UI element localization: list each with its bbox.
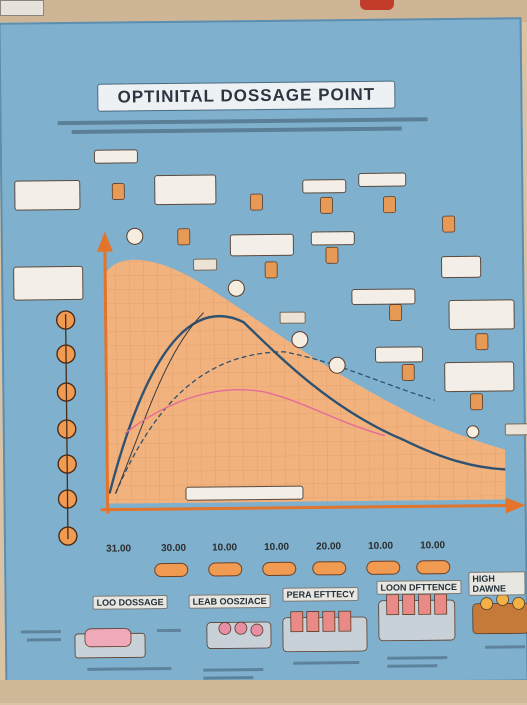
x-tick-label: 20.00 [315,541,342,553]
label-box [374,346,424,363]
category-label: LEAB OOSZIACE [188,593,271,609]
y-axis-arrow [96,231,113,252]
label-box [351,288,416,306]
label-box [310,231,355,246]
pill-marker [208,562,243,577]
category-label: PERA EFTTECY [282,587,359,602]
category-label: LOON DFTTENCE [376,579,462,595]
phone-edge [0,0,44,16]
pen [360,0,394,10]
curve-annotation [279,311,306,324]
curve-annotation [504,423,527,436]
x-axis [100,503,511,512]
x-tick-label: 10.00 [367,540,394,552]
desk-surface-top [0,0,527,22]
pill-marker [312,561,347,576]
curve-main [108,314,506,494]
pill-marker [366,560,401,575]
pill-tray-icon [74,593,527,659]
desk-surface-bottom [0,680,527,703]
label-box [14,179,81,211]
x-axis-arrow [505,497,526,514]
x-tick-label: 10.00 [419,540,446,552]
label-box [448,299,515,331]
poster-subtitle-scribble [57,115,438,148]
chart-illustration [55,183,527,659]
label-box [441,255,482,279]
curve-pink [124,388,386,437]
x-tick-label: 30.00 [160,542,187,555]
label-box [154,174,217,206]
curve-pin-markers [126,227,480,439]
x-tick-label: 31.00 [105,543,132,555]
poster-sheet: OPTINITAL DOSSAGE POINT [0,17,527,687]
category-label: HIGH DAWNE [468,571,526,596]
label-box [93,149,139,164]
curve-thin [115,312,204,494]
y-axis [103,245,110,514]
label-box [229,233,294,257]
pill-marker [154,562,189,578]
pill-marker [262,561,297,577]
category-label: LOO DOSSAGE [92,595,168,610]
x-tick-label: 10.00 [211,542,238,554]
scribble-captions [20,628,526,680]
scribble-text-lines [57,117,428,134]
label-box [185,485,304,501]
label-box [302,179,347,194]
pill-marker [416,560,451,575]
label-box [444,361,515,393]
label-box [358,172,407,187]
curve-annotation [193,258,218,271]
label-box [13,265,84,301]
x-tick-label: 10.00 [263,541,290,554]
